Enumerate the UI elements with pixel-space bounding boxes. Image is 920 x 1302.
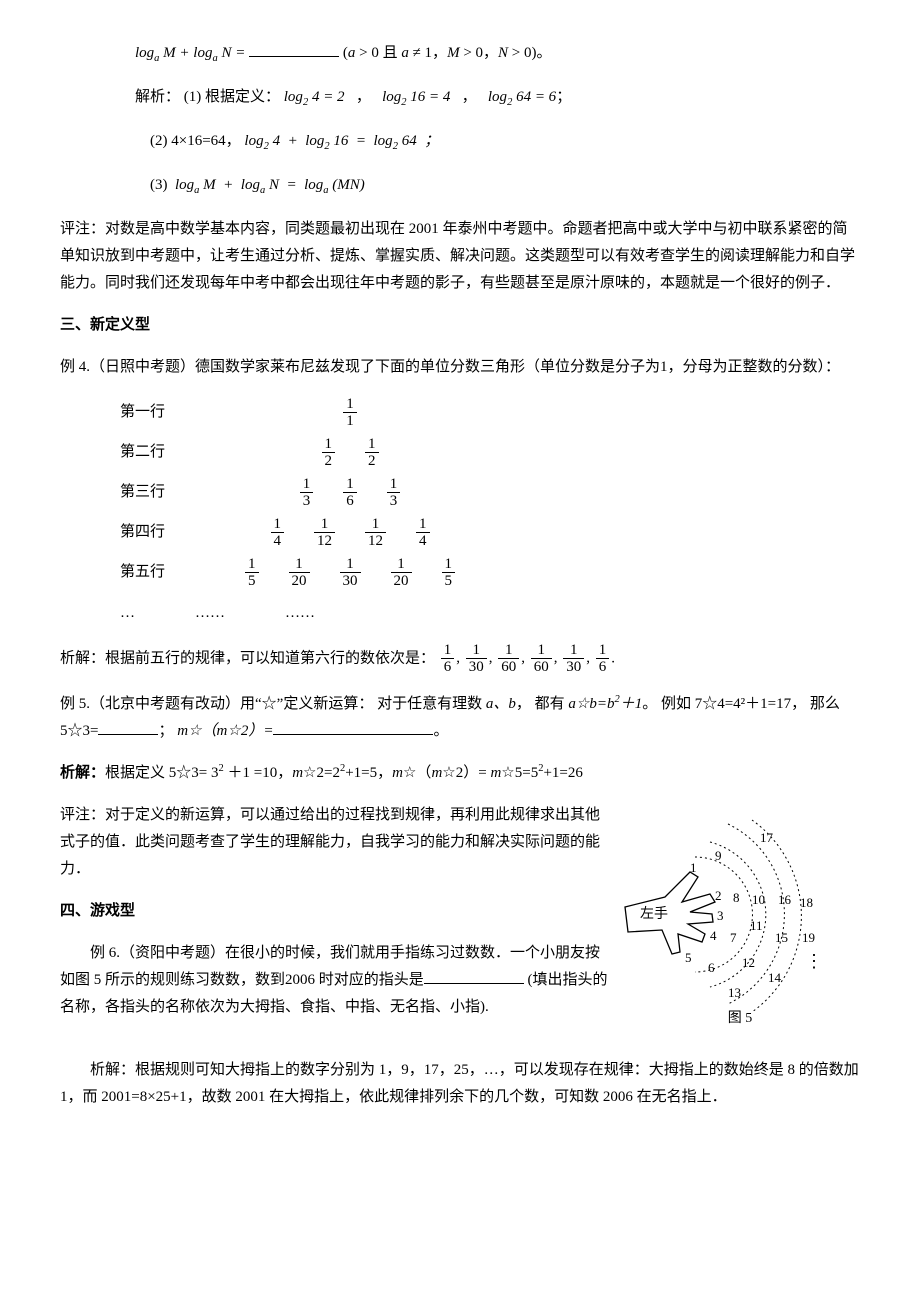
solution-line-2: (2) 4×16=64， log2 4 + log2 16 = log2 64 … [60,128,860,157]
triangle-dots-row: … …… …… [120,600,500,627]
solution-line-3: (3) loga M + loga N = loga (MN) [60,172,860,201]
fraction: 130 [466,642,487,676]
svg-text:4: 4 [710,928,717,943]
svg-text:15: 15 [775,930,788,945]
triangle-row: 第四行1411211214 [120,516,860,550]
section-3-heading: 三、新定义型 [60,312,860,339]
fraction: 120 [289,556,310,590]
svg-text:13: 13 [728,985,741,1000]
triangle-row: 第三行131613 [120,476,860,510]
fraction: 13 [387,476,401,510]
svg-text:14: 14 [768,970,782,985]
svg-text:12: 12 [742,955,755,970]
fraction: 13 [300,476,314,510]
fraction: 16 [343,476,357,510]
svg-text:7: 7 [730,930,737,945]
svg-text:9: 9 [715,848,722,863]
svg-text:5: 5 [685,950,692,965]
fraction: 14 [271,516,285,550]
period: 。 [537,45,552,61]
fraction: 16 [441,642,455,676]
svg-text:11: 11 [750,918,763,933]
example-5-solution: 析解：根据定义 5☆3= 32 ＋1 =10，m☆2=22+1=5，m☆（m☆2… [60,760,860,787]
triangle-row: 第一行11 [120,396,860,430]
fraction: 11 [343,396,357,430]
log-identity-equation: loga M + loga N = (a > 0 且 a ≠ 1，M > 0，N… [60,40,860,69]
fraction: 14 [416,516,430,550]
svg-text:18: 18 [800,895,813,910]
leibniz-triangle: 第一行11第二行1212第三行131613第四行1411211214第五行151… [120,396,860,590]
fraction: 15 [245,556,259,590]
fraction: 112 [314,516,335,550]
fraction: 130 [340,556,361,590]
svg-text:16: 16 [778,892,792,907]
svg-text:2: 2 [715,888,722,903]
blank-finger [424,968,524,984]
example-6-solution: 析解：根据规则可知大拇指上的数字分别为 1，9，17，25，…，可以发现存在规律… [60,1057,860,1111]
svg-text:6: 6 [708,960,715,975]
svg-text:19: 19 [802,930,815,945]
solution-line-1: 解析： (1) 根据定义： log2 4 = 2 ， log2 16 = 4 ，… [60,84,860,113]
hand-label: 左手 [640,906,668,922]
fraction: 112 [365,516,386,550]
svg-text:3: 3 [717,908,724,923]
fraction: 120 [391,556,412,590]
figure-5: 左手 1 2 3 4 5 6 7 8 9 10 11 12 13 14 15 1… [620,802,860,1032]
svg-text:1: 1 [690,860,697,875]
blank-mstar [273,719,433,735]
blank-5star3 [98,719,158,735]
fraction: 12 [365,436,379,470]
log-conditions: (a > 0 且 a ≠ 1，M > 0，N > 0) [343,45,537,61]
example-4-intro: 例 4.（日照中考题）德国数学家莱布尼兹发现了下面的单位分数三角形（单位分数是分… [60,354,860,381]
fraction: 15 [442,556,456,590]
fraction: 160 [498,642,519,676]
log-sum-lhs: loga M + loga N = [135,45,249,61]
figure-5-caption: 图 5 [620,1006,860,1031]
example-6-block: 左手 1 2 3 4 5 6 7 8 9 10 11 12 13 14 15 1… [60,802,860,1042]
triangle-row: 第五行1512013012015 [120,556,860,590]
svg-text:8: 8 [733,890,740,905]
fraction: 160 [531,642,552,676]
svg-text:17: 17 [760,830,774,845]
fraction: 16 [596,642,610,676]
fraction: 130 [563,642,584,676]
blank-answer [249,41,339,57]
example-4-solution: 析解：根据前五行的规律，可以知道第六行的数依次是： 16, 130, 160, … [60,642,860,676]
svg-text:10: 10 [752,892,765,907]
triangle-row: 第二行1212 [120,436,860,470]
comment-1: 评注：对数是高中数学基本内容，同类题最初出现在 2001 年泰州中考题中。命题者… [60,216,860,297]
fraction: 12 [322,436,336,470]
svg-text:⋮: ⋮ [805,951,823,971]
example-5-intro: 例 5.（北京中考题有改动）用“☆”定义新运算： 对于任意有理数 a、b， 都有… [60,691,860,745]
